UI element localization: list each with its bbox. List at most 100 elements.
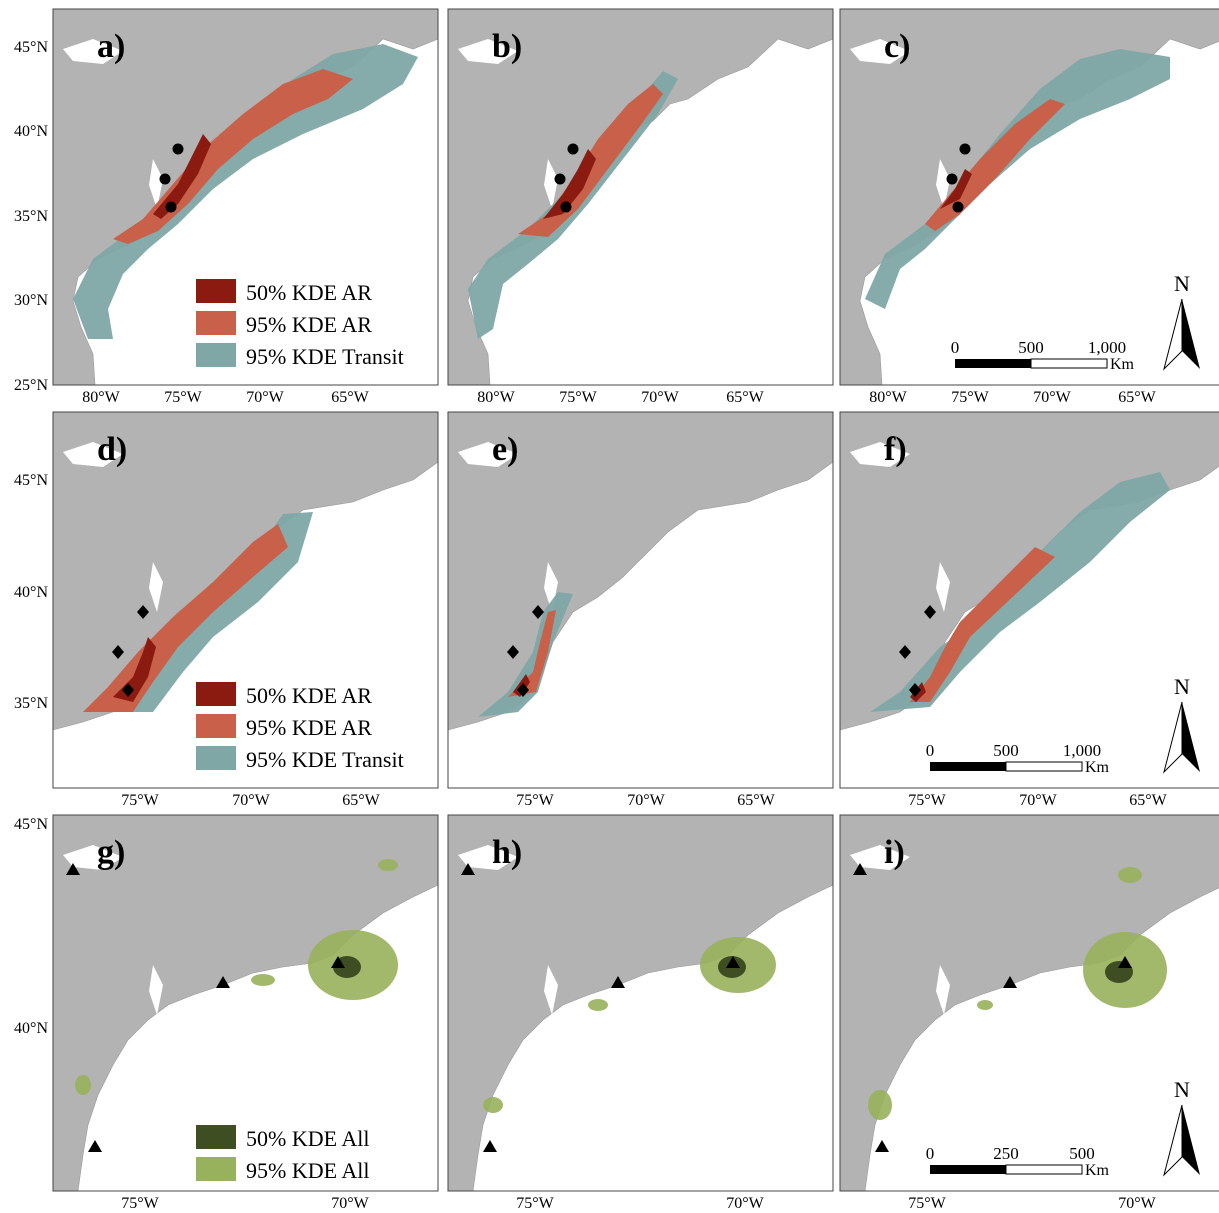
scale-unit-label: Km [1085, 1162, 1110, 1179]
scale-tick-label: 1,000 [1063, 741, 1101, 760]
longitude-tick-label: 75°W [516, 1195, 554, 1212]
tag-site-marker [1003, 976, 1017, 988]
map-area [448, 9, 833, 385]
scale-bar-black [955, 359, 1031, 368]
north-arrow-icon [1163, 701, 1183, 774]
scale-bar-black [930, 762, 1006, 771]
longitude-tick-label: 75°W [121, 792, 159, 809]
longitude-tick-label: 65°W [1129, 792, 1167, 809]
kde50-ar-area [153, 134, 211, 219]
tag-site-marker [611, 976, 625, 988]
map-area [448, 412, 833, 788]
tag-site-marker [88, 1140, 102, 1152]
north-arrow-icon [1182, 1105, 1200, 1175]
tag-site-marker [172, 143, 184, 155]
tag-site-marker [924, 605, 936, 619]
bay [936, 965, 950, 1015]
legend-label: 95% KDE Transit [246, 747, 404, 772]
legend-swatch [196, 279, 236, 303]
scale-bar-black [930, 1165, 1006, 1174]
lake [458, 845, 518, 870]
tag-site-marker [946, 173, 958, 185]
kde95-all-area [378, 859, 398, 871]
panel-label: i) [884, 834, 905, 871]
map-area [53, 412, 438, 788]
tag-site-marker [952, 201, 964, 213]
scale-tick-label: 1,000 [1088, 338, 1126, 357]
longitude-tick-label: 75°W [516, 792, 554, 809]
panel-frame [447, 814, 834, 1192]
bay [149, 159, 163, 209]
legend-label: 50% KDE All [246, 1126, 369, 1151]
longitude-tick-label: 70°W [726, 1195, 764, 1212]
kde50-ar-area [543, 149, 596, 219]
tag-site-marker [66, 863, 80, 875]
longitude-tick-label: 70°W [232, 792, 270, 809]
legend-label: 50% KDE AR [246, 683, 372, 708]
legend-swatch [196, 343, 236, 367]
scale-tick-label: 500 [1018, 338, 1044, 357]
tag-site-marker [159, 173, 171, 185]
longitude-tick-label: 70°W [331, 1195, 369, 1212]
longitude-tick-label: 70°W [641, 389, 679, 406]
latitude-tick-label: 45°N [14, 472, 48, 489]
kde95-transit-area [865, 49, 1170, 309]
longitude-tick-label: 65°W [737, 792, 775, 809]
tag-site-marker [909, 683, 921, 697]
north-label: N [1174, 271, 1190, 296]
tag-site-marker [165, 201, 177, 213]
longitude-tick-label: 75°W [908, 1195, 946, 1212]
lake [850, 39, 910, 64]
tag-site-marker [112, 645, 124, 659]
panel-frame [52, 814, 439, 1192]
tag-site-marker [726, 956, 740, 968]
longitude-tick-label: 75°W [559, 389, 597, 406]
latitude-tick-label: 40°N [14, 123, 48, 140]
map-panel-e: e) [447, 411, 834, 789]
panel-label: d) [97, 431, 127, 468]
map-panel-d: d) 50% KDE AR 95% KDE AR 95% KDE Transit [52, 411, 439, 789]
panel-label: e) [492, 431, 518, 468]
kde95-ar-area [910, 547, 1055, 702]
map-area [840, 9, 1219, 385]
panel-frame [52, 411, 439, 789]
map-panel-g: g) 50% KDE All 95% KDE All [52, 814, 439, 1192]
bay [936, 562, 950, 612]
panel-label: f) [884, 431, 907, 468]
longitude-tick-label: 65°W [1118, 389, 1156, 406]
kde50-ar-area [113, 637, 156, 702]
longitude-tick-label: 80°W [869, 389, 907, 406]
kde95-all-area [483, 1097, 503, 1113]
kde95-ar-area [508, 610, 556, 697]
longitude-tick-label: 70°W [246, 389, 284, 406]
kde50-ar-area [940, 169, 972, 209]
map-area [53, 9, 438, 385]
tag-site-marker [122, 683, 134, 697]
kde95-all-area [977, 1000, 993, 1010]
tag-site-marker [507, 645, 519, 659]
kde95-all-area [868, 1090, 892, 1120]
panel-frame [839, 411, 1219, 789]
scale-tick-label: 500 [993, 741, 1019, 760]
lake [850, 442, 910, 467]
lake [63, 442, 123, 467]
kde95-all-area [75, 1075, 91, 1095]
tag-site-marker [461, 863, 475, 875]
map-panel-h: h) [447, 814, 834, 1192]
legend-swatch [196, 311, 236, 335]
tag-site-marker [875, 1140, 889, 1152]
scale-tick-label: 0 [926, 741, 935, 760]
bay [149, 562, 163, 612]
tag-site-marker [560, 201, 572, 213]
tag-site-marker [567, 143, 579, 155]
latitude-tick-label: 25°N [14, 377, 48, 394]
legend-swatch [196, 682, 236, 706]
longitude-tick-label: 80°W [477, 389, 515, 406]
scale-unit-label: Km [1085, 759, 1110, 776]
legend-label: 95% KDE AR [246, 715, 372, 740]
scale-tick-label: 0 [951, 338, 960, 357]
lake [63, 39, 123, 64]
north-label: N [1174, 674, 1190, 699]
